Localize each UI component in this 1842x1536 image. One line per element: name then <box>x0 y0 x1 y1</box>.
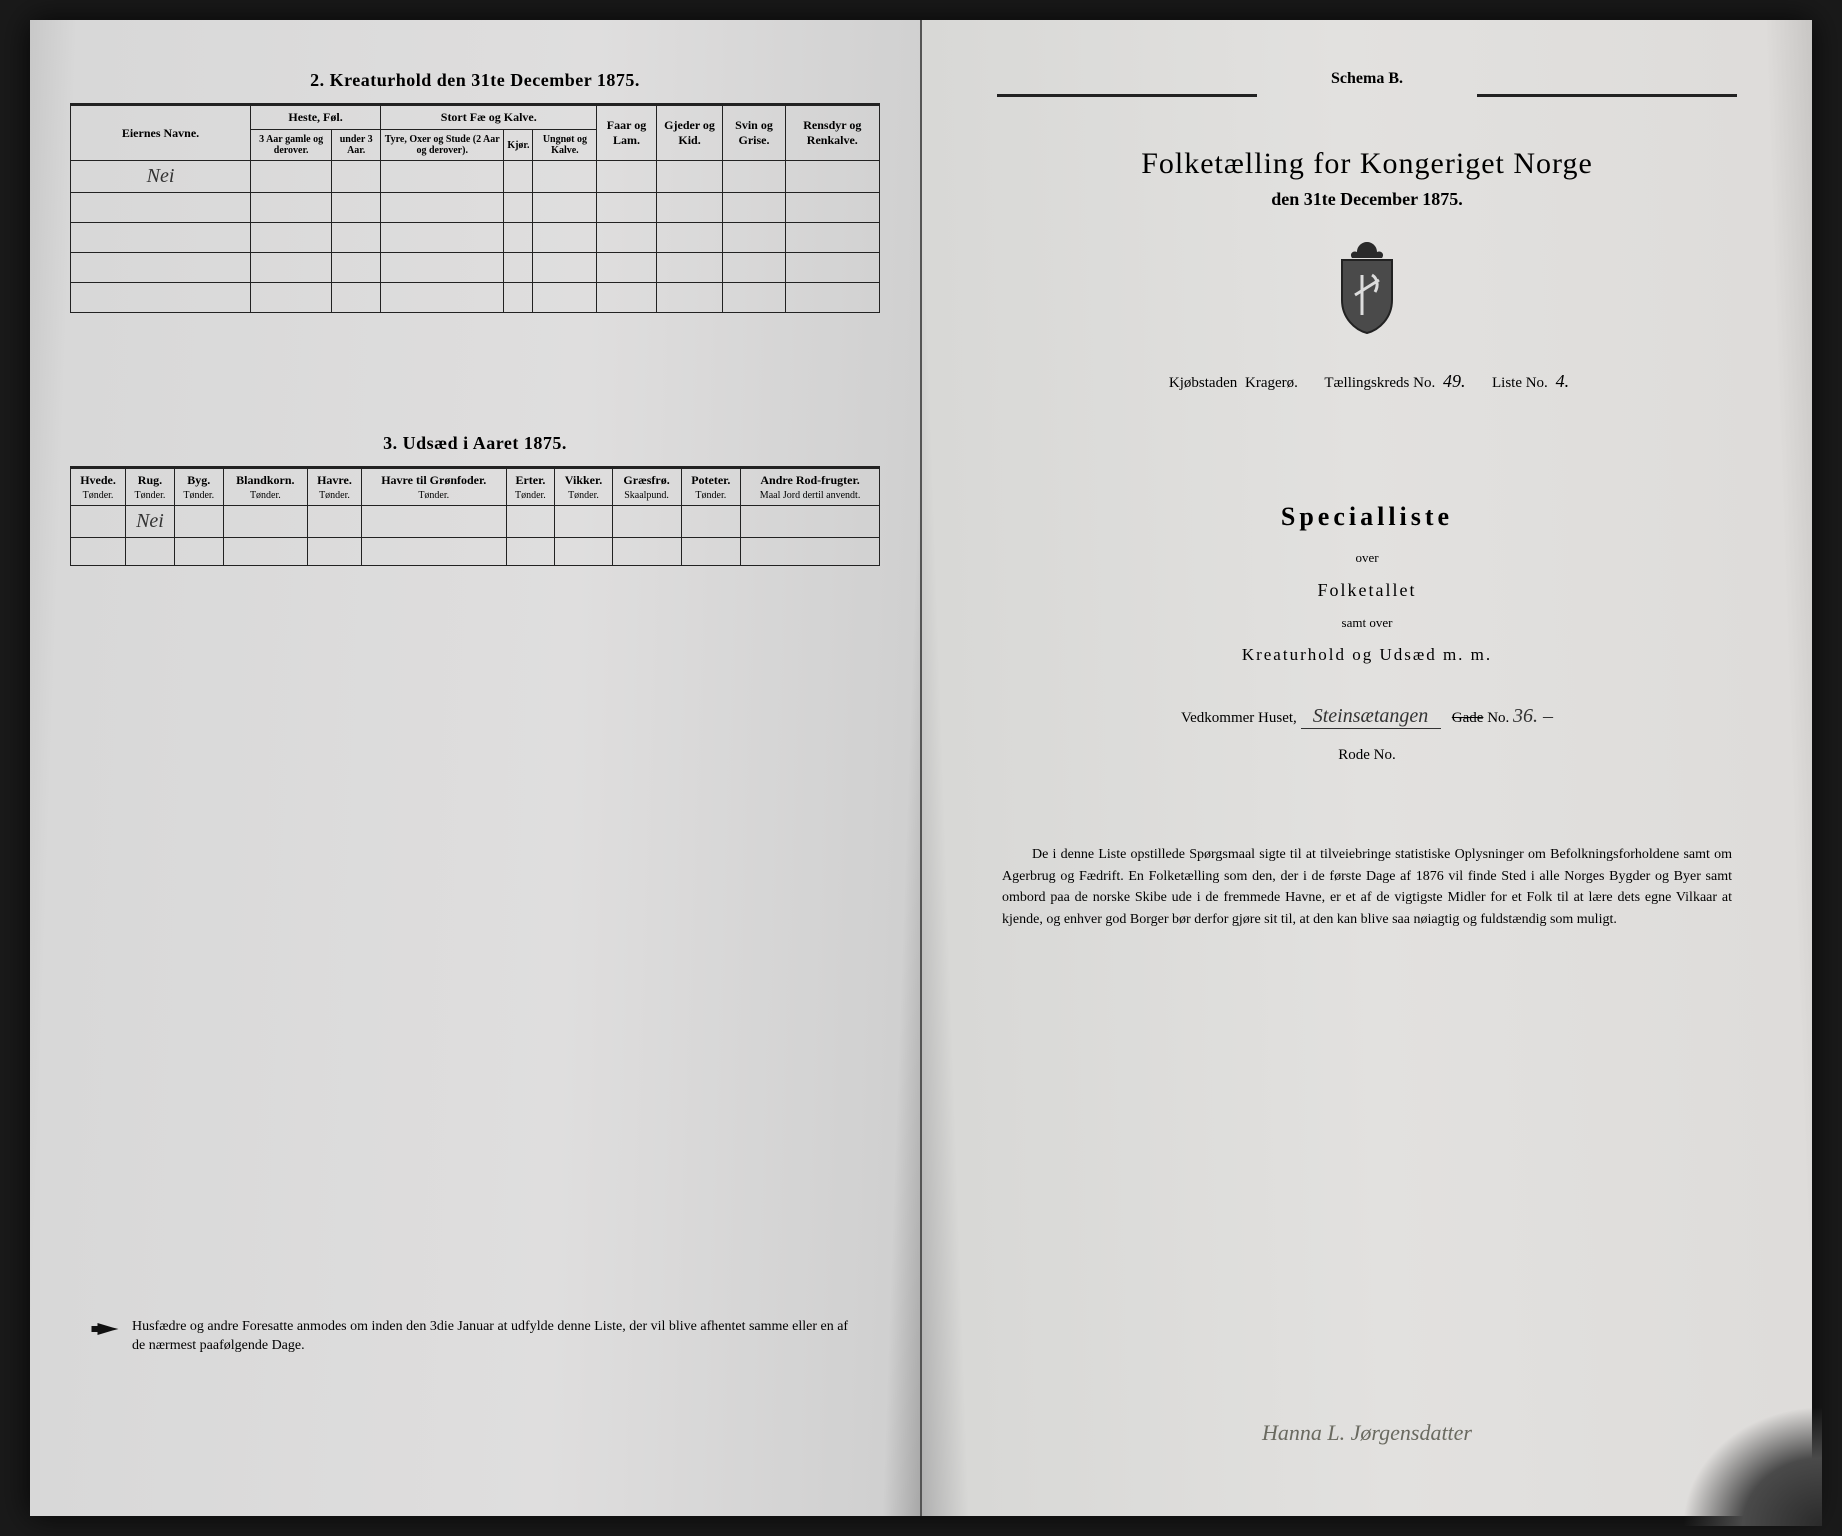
spec-folketallet: Folketallet <box>962 580 1772 601</box>
coat-of-arms-icon <box>1327 240 1407 335</box>
owner-cell: Nei <box>71 161 251 193</box>
rode-line: Rode No. <box>962 747 1772 764</box>
vedkommer-place: Steinsætangen <box>1301 705 1441 729</box>
udsaed-col: Vikker.Tønder. <box>555 469 612 506</box>
liste-value: 4. <box>1556 371 1570 391</box>
table-row <box>71 193 880 223</box>
udsaed-col: Havre.Tønder. <box>308 469 362 506</box>
vedkommer-label: Vedkommer Huset, <box>1181 710 1297 726</box>
subtitle: den 31te December 1875. <box>962 189 1772 210</box>
right-page: Schema B. Folketælling for Kongeriget No… <box>922 20 1812 1516</box>
udsaed-col: Andre Rod-frugter.Maal Jord dertil anven… <box>741 469 880 506</box>
meta-line: Kjøbstaden Kragerø. Tællingskreds No. 49… <box>962 371 1772 392</box>
footnote: Husfædre og andre Foresatte anmodes om i… <box>90 1317 860 1356</box>
table-row <box>71 253 880 283</box>
udsaed-col: Byg.Tønder. <box>174 469 223 506</box>
kjobstad-label: Kjøbstaden <box>1169 375 1237 391</box>
specialliste-title: Specialliste <box>962 502 1772 532</box>
kreaturhold-body: Nei <box>71 161 880 313</box>
table-row <box>71 223 880 253</box>
vedkommer-line: Vedkommer Huset, Steinsætangen Gade No. … <box>962 705 1772 729</box>
liste-label: Liste No. <box>1492 375 1548 391</box>
no-label: No. <box>1487 710 1509 726</box>
table-row: Nei <box>71 506 880 538</box>
schema-rules <box>962 94 1772 97</box>
footnote-text: Husfædre og andre Foresatte anmodes om i… <box>132 1317 860 1356</box>
udsaed-col: Rug.Tønder. <box>126 469 175 506</box>
col-rensdyr: Rensdyr og Renkalve. <box>785 106 879 161</box>
sub-stort1: Tyre, Oxer og Stude (2 Aar og derover). <box>381 130 504 161</box>
schema-label: Schema B. <box>962 70 1772 88</box>
udsaed-col: Græsfrø.Skaalpund. <box>612 469 681 506</box>
col-faar: Faar og Lam. <box>597 106 656 161</box>
sub-stort3: Ungnøt og Kalve. <box>533 130 597 161</box>
sub-stort2: Kjør. <box>504 130 533 161</box>
col-heste: Heste, Føl. <box>251 106 381 130</box>
kreds-label: Tællingskreds No. <box>1324 375 1435 391</box>
udsaed-head-row: Hvede.Tønder.Rug.Tønder.Byg.Tønder.Bland… <box>71 469 880 506</box>
udsaed-val: Nei <box>126 506 175 538</box>
col-gjeder: Gjeder og Kid. <box>656 106 723 161</box>
page-damage <box>1682 1406 1822 1526</box>
no-value: 36. – <box>1513 705 1553 727</box>
spec-kreat: Kreaturhold og Udsæd m. m. <box>962 645 1772 665</box>
book-spread: 2. Kreaturhold den 31te December 1875. E… <box>30 20 1812 1516</box>
spec-over: over <box>962 550 1772 566</box>
udsaed-col: Blandkorn.Tønder. <box>223 469 307 506</box>
pointing-hand-icon <box>90 1319 120 1339</box>
udsaed-col: Havre til Grønfoder.Tønder. <box>361 469 506 506</box>
table-row <box>71 538 880 566</box>
table-row: Nei <box>71 161 880 193</box>
owner-header: Eiernes Navne. <box>71 106 251 161</box>
signature: Hanna L. Jørgensdatter <box>922 1420 1812 1446</box>
col-stort: Stort Fæ og Kalve. <box>381 106 597 130</box>
kreds-value: 49. <box>1443 371 1466 391</box>
explanatory-paragraph: De i denne Liste opstillede Spørgsmaal s… <box>1002 844 1732 931</box>
udsaed-col: Hvede.Tønder. <box>71 469 126 506</box>
col-svin: Svin og Grise. <box>723 106 785 161</box>
sub-heste1: 3 Aar gamle og derover. <box>251 130 332 161</box>
gade-strike: Gade <box>1452 710 1484 726</box>
section2-title: 2. Kreaturhold den 31te December 1875. <box>70 70 880 91</box>
udsaed-table: Hvede.Tønder.Rug.Tønder.Byg.Tønder.Bland… <box>70 468 880 566</box>
left-page: 2. Kreaturhold den 31te December 1875. E… <box>30 20 922 1516</box>
sub-heste2: under 3 Aar. <box>332 130 381 161</box>
kjobstad-value: Kragerø. <box>1245 375 1298 391</box>
spec-samt: samt over <box>962 615 1772 631</box>
udsaed-col: Erter.Tønder. <box>506 469 555 506</box>
spacer <box>70 313 880 433</box>
kreaturhold-table: Eiernes Navne. Heste, Føl. Stort Fæ og K… <box>70 105 880 313</box>
table-row <box>71 283 880 313</box>
section3-title: 3. Udsæd i Aaret 1875. <box>70 433 880 454</box>
main-title: Folketælling for Kongeriget Norge <box>962 147 1772 181</box>
udsaed-col: Poteter.Tønder. <box>681 469 741 506</box>
